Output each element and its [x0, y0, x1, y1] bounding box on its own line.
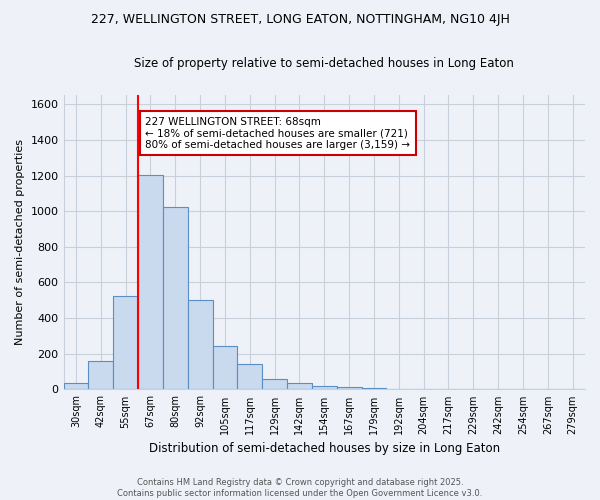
Bar: [262, 378, 287, 390]
X-axis label: Distribution of semi-detached houses by size in Long Eaton: Distribution of semi-detached houses by …: [149, 442, 500, 455]
Bar: [238, 364, 262, 390]
Bar: [312, 386, 337, 390]
Text: Contains HM Land Registry data © Crown copyright and database right 2025.
Contai: Contains HM Land Registry data © Crown c…: [118, 478, 482, 498]
Bar: [113, 296, 138, 390]
Title: Size of property relative to semi-detached houses in Long Eaton: Size of property relative to semi-detach…: [134, 58, 514, 70]
Bar: [64, 383, 88, 390]
Bar: [138, 174, 163, 390]
Bar: [188, 300, 212, 390]
Bar: [362, 388, 386, 390]
Y-axis label: Number of semi-detached properties: Number of semi-detached properties: [15, 140, 25, 346]
Bar: [212, 346, 238, 390]
Bar: [163, 206, 188, 390]
Bar: [88, 361, 113, 390]
Bar: [337, 388, 362, 390]
Text: 227, WELLINGTON STREET, LONG EATON, NOTTINGHAM, NG10 4JH: 227, WELLINGTON STREET, LONG EATON, NOTT…: [91, 12, 509, 26]
Bar: [287, 383, 312, 390]
Text: 227 WELLINGTON STREET: 68sqm
← 18% of semi-detached houses are smaller (721)
80%: 227 WELLINGTON STREET: 68sqm ← 18% of se…: [145, 116, 410, 150]
